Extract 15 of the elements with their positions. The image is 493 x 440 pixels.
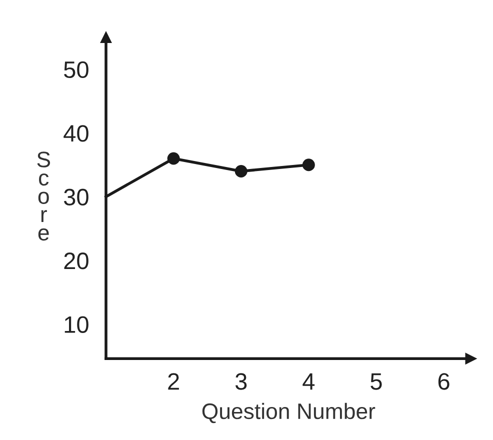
y-axis-title: Score [37, 152, 50, 241]
point [167, 152, 180, 165]
point [234, 164, 248, 178]
y-tick-label: 50 [64, 61, 88, 78]
x-tick-label: 4 [302, 373, 315, 390]
y-tick-label: 20 [64, 252, 88, 270]
y-tick-label: 40 [64, 125, 88, 142]
x-axis-title: Question Number [202, 402, 376, 424]
x-tick-label: 2 [168, 373, 179, 390]
x-tick-label: 3 [235, 373, 247, 390]
point [302, 158, 315, 172]
y-tick-label: 30 [64, 188, 88, 206]
y-tick-label: 10 [64, 316, 88, 333]
x-tick-label: 5 [370, 373, 382, 390]
x-tick-label: 6 [438, 373, 450, 390]
